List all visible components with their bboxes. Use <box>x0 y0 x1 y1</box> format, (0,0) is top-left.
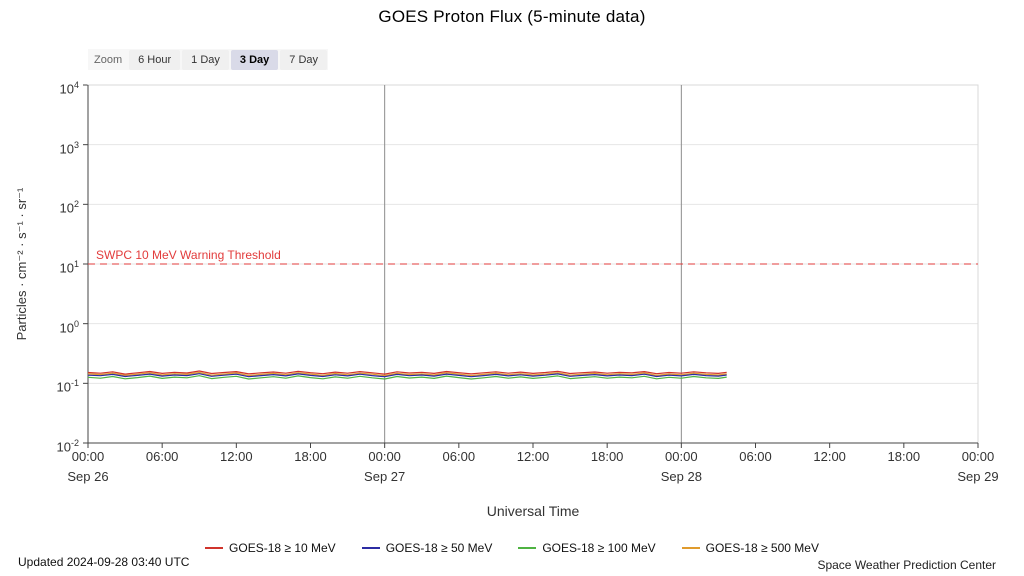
legend-label: GOES-18 ≥ 500 MeV <box>705 541 819 555</box>
legend-line-swatch <box>361 547 380 549</box>
legend-item: GOES-18 ≥ 100 MeV <box>518 541 656 555</box>
legend-line-swatch <box>518 547 537 549</box>
chart-legend: GOES-18 ≥ 10 MeV GOES-18 ≥ 50 MeV GOES-18 … <box>0 541 1024 555</box>
series-line-GOES-18 ≥ 500 MeV <box>87 371 727 377</box>
legend-label: GOES-18 ≥ 100 MeV <box>542 541 656 555</box>
legend-item: GOES-18 ≥ 50 MeV <box>361 541 493 555</box>
page-title: GOES Proton Flux (5-minute data) <box>378 7 646 26</box>
y-axis-title: Particles · cm⁻² · s⁻¹ · sr⁻¹ <box>14 187 29 341</box>
zoom-label: Zoom <box>94 53 123 66</box>
series-line-GOES-18 ≥ 100 MeV <box>87 375 727 380</box>
credit-text: Space Weather Prediction Center <box>817 558 996 572</box>
series-line-GOES-18 ≥ 50 MeV <box>87 373 727 378</box>
updated-timestamp: Updated 2024-09-28 03:40 UTC <box>18 555 190 569</box>
legend-item: GOES-18 ≥ 10 MeV <box>205 541 336 555</box>
legend-label: GOES-18 ≥ 10 MeV <box>229 541 336 555</box>
zoom-button-3-day[interactable]: 3 Day <box>230 49 279 70</box>
x-axis-title: Universal Time <box>486 503 580 519</box>
zoom-button-1-day[interactable]: 1 Day <box>182 49 229 70</box>
series-line-GOES-18 ≥ 10 MeV <box>87 370 727 375</box>
legend-line-swatch <box>681 547 700 549</box>
legend-label: GOES-18 ≥ 50 MeV <box>385 541 493 555</box>
zoom-controls: Zoom 6 Hour 1 Day 3 Day 7 Day <box>88 49 329 70</box>
legend-item: GOES-18 ≥ 500 MeV <box>681 541 819 555</box>
legend-line-swatch <box>205 547 224 549</box>
zoom-button-6-hour[interactable]: 6 Hour <box>129 49 181 70</box>
zoom-button-7-day[interactable]: 7 Day <box>280 49 328 70</box>
